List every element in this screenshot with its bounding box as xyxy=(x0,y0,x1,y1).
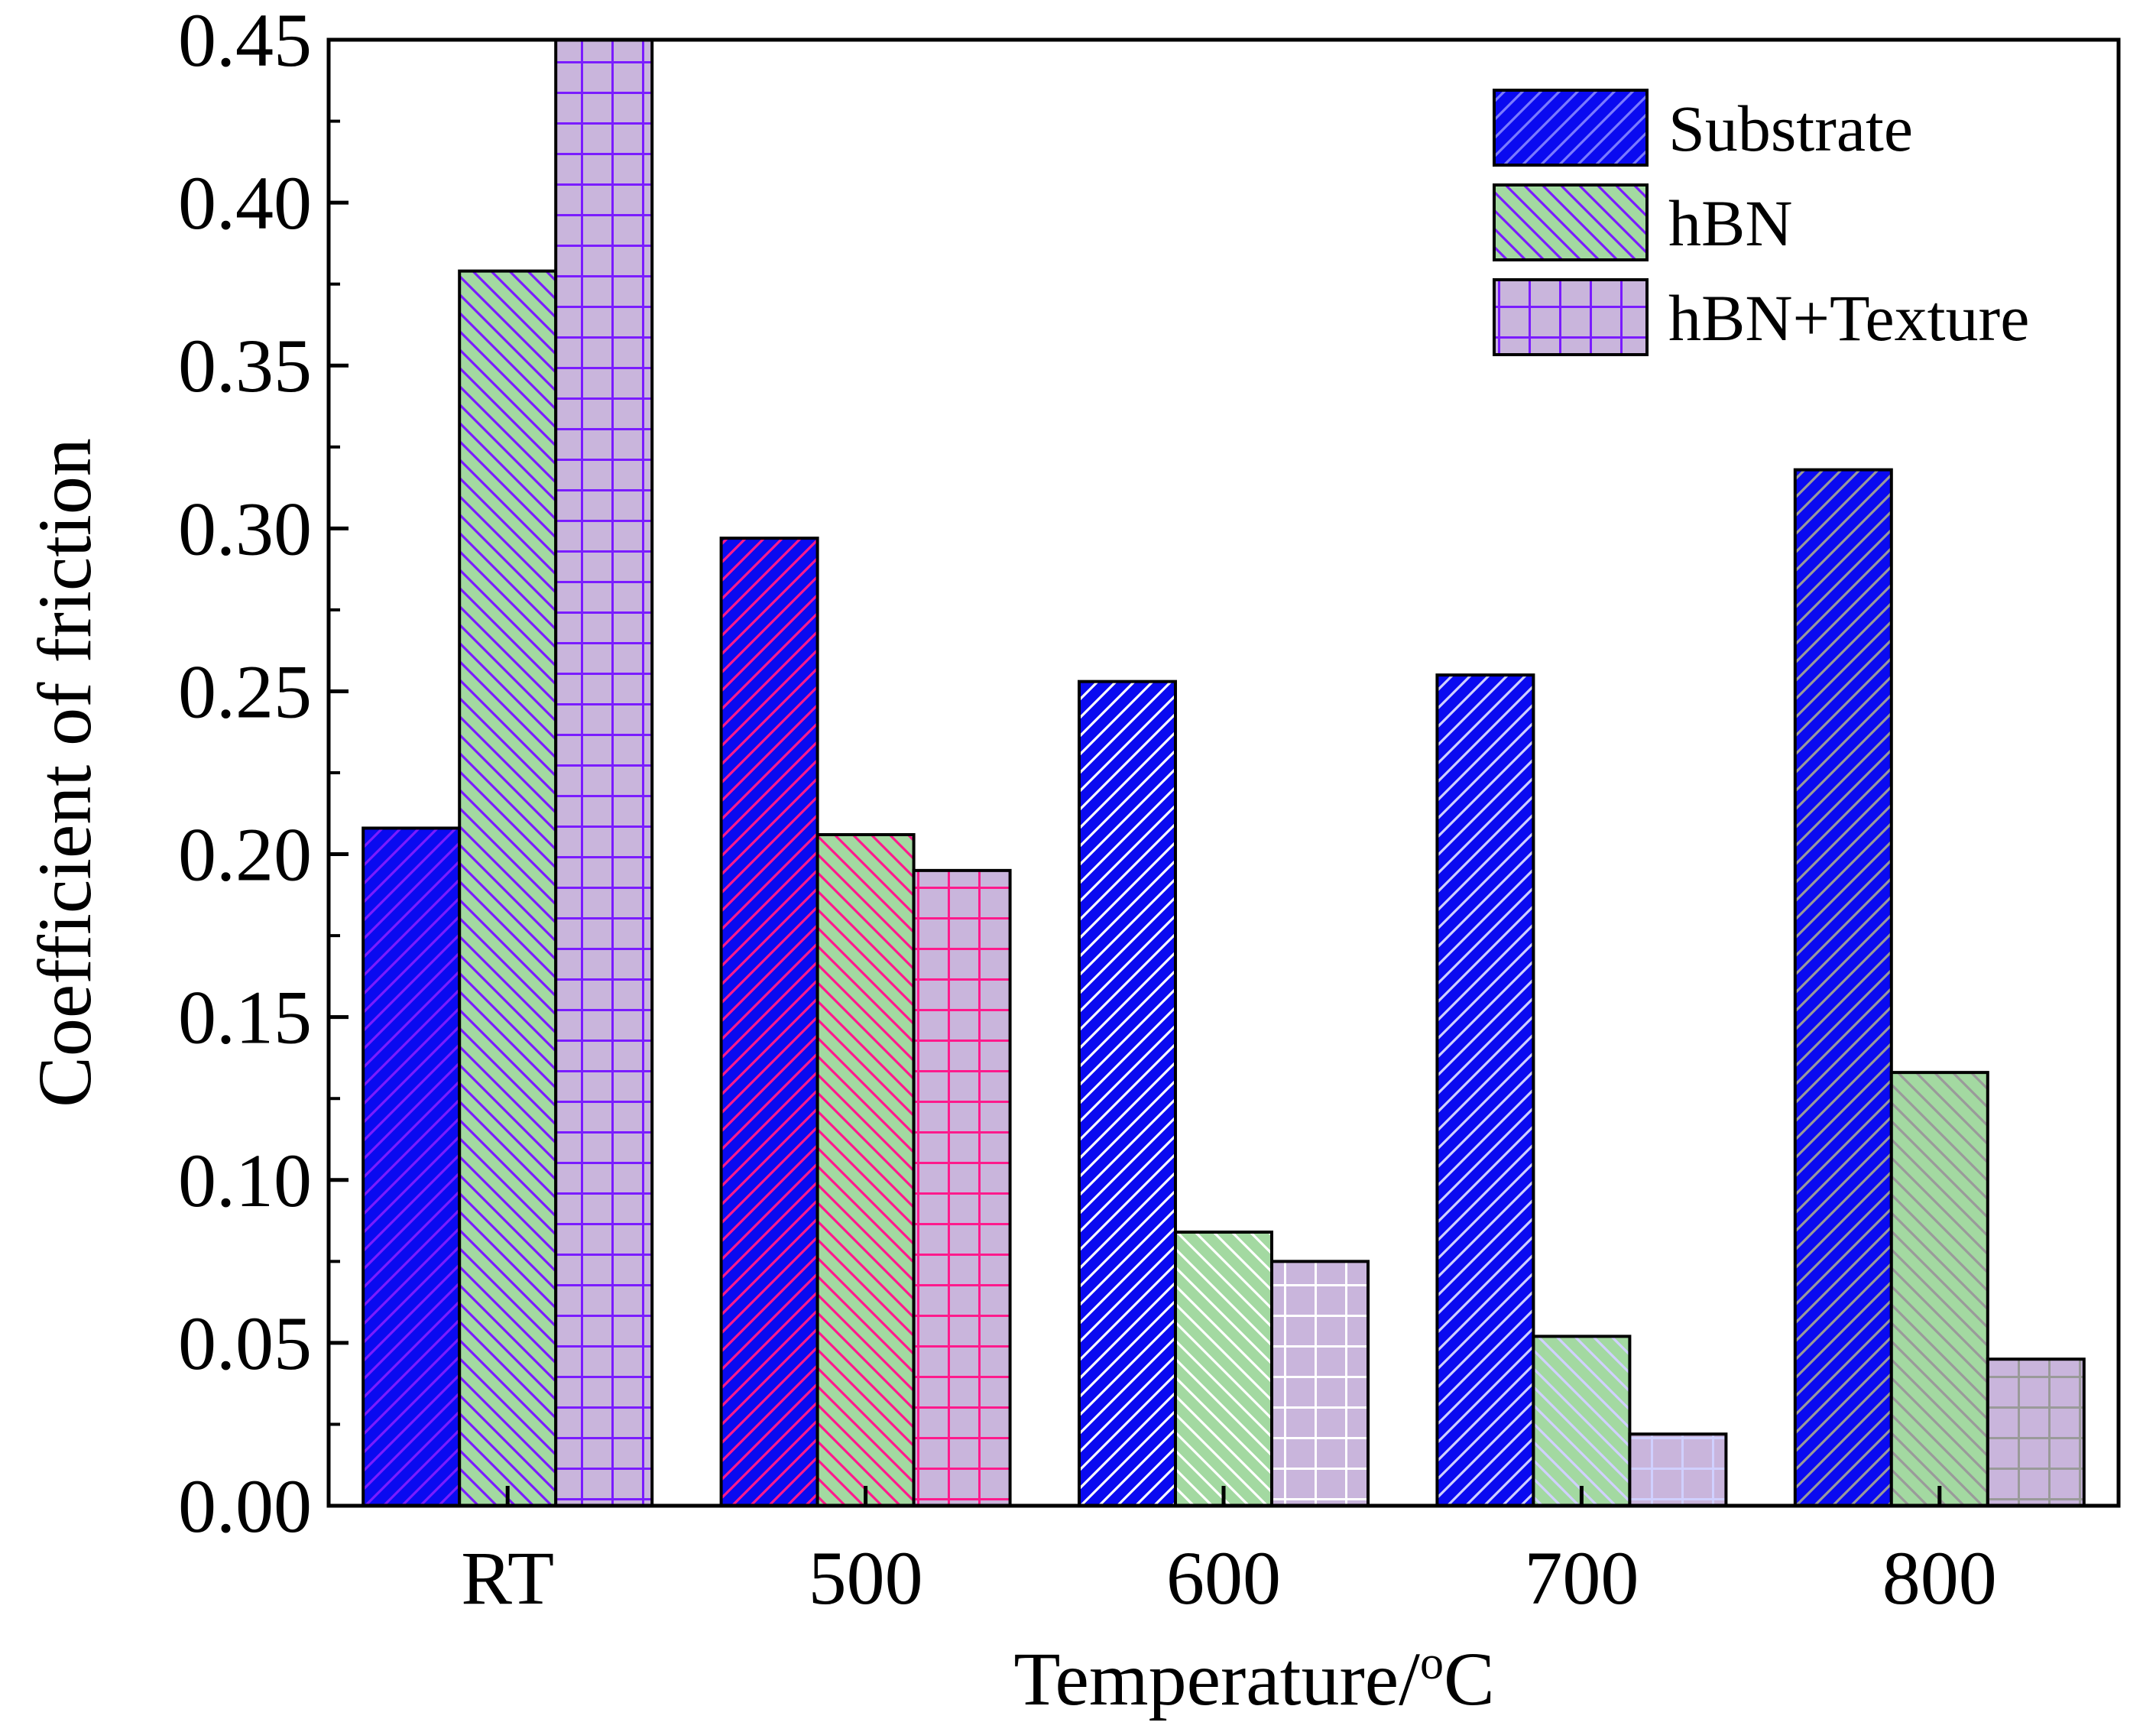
x-tick-label-800: 800 xyxy=(1882,1536,1997,1620)
bar-hbn-texture-rt xyxy=(554,38,654,1507)
y-tick-label: 0.40 xyxy=(178,161,312,245)
x-axis-title: Temperature/oC xyxy=(1013,1636,1494,1721)
bar-hbn-800 xyxy=(1889,1071,1989,1507)
x-tick-label-500: 500 xyxy=(809,1536,923,1620)
y-tick-label: 0.45 xyxy=(178,0,312,83)
bar-substrate-700 xyxy=(1435,673,1535,1508)
bar-hbn-700 xyxy=(1532,1335,1632,1508)
bar-substrate-500 xyxy=(719,537,819,1507)
y-tick-label: 0.15 xyxy=(178,975,312,1060)
y-tick-label: 0.10 xyxy=(178,1138,312,1223)
bar-hbn-500 xyxy=(815,832,916,1507)
bar-hbn-texture-800 xyxy=(1986,1357,2086,1507)
x-tick-label-600: 600 xyxy=(1166,1536,1281,1620)
bars-group xyxy=(361,38,2086,1508)
legend-label-hbn: hBN xyxy=(1668,186,1792,260)
bar-hbn-texture-500 xyxy=(912,868,1012,1508)
bar-substrate-rt xyxy=(361,826,462,1507)
y-tick-label: 0.00 xyxy=(178,1464,312,1549)
bar-hbn-rt xyxy=(458,269,558,1507)
y-tick-label: 0.20 xyxy=(178,812,312,897)
legend-swatch-substrate xyxy=(1493,89,1649,167)
bar-substrate-800 xyxy=(1793,468,1893,1508)
x-axis: RT 500 600 700 800 xyxy=(461,1486,1997,1620)
bar-hbn-texture-600 xyxy=(1270,1260,1370,1508)
x-tick-label-rt: RT xyxy=(461,1536,554,1620)
y-tick-label: 0.05 xyxy=(178,1301,312,1386)
x-axis-title-degree: o xyxy=(1420,1637,1444,1689)
x-axis-title-base: Temperature/ xyxy=(1013,1636,1420,1721)
bar-substrate-600 xyxy=(1078,680,1177,1507)
y-tick-label: 0.30 xyxy=(178,486,312,571)
bar-hbn-texture-700 xyxy=(1628,1432,1728,1507)
legend-swatch-hbn-texture xyxy=(1493,278,1649,356)
legend-swatch-hbn xyxy=(1493,183,1649,261)
legend-label-substrate: Substrate xyxy=(1668,92,1913,165)
bar-hbn-600 xyxy=(1174,1230,1273,1508)
y-axis-title: Coefficient of friction xyxy=(22,438,107,1108)
y-tick-label: 0.25 xyxy=(178,649,312,734)
y-axis: 0.00 0.05 0.10 0.15 0.20 0.25 0.30 0.35 0.40 0.45 xyxy=(178,0,349,1549)
x-tick-label-700: 700 xyxy=(1524,1536,1639,1620)
x-axis-title-unit: C xyxy=(1444,1636,1495,1721)
legend: Substrate hBN hBN+Texture xyxy=(1493,89,2029,356)
y-tick-label: 0.35 xyxy=(178,323,312,408)
legend-label-hbn-texture: hBN+Texture xyxy=(1668,281,2029,355)
